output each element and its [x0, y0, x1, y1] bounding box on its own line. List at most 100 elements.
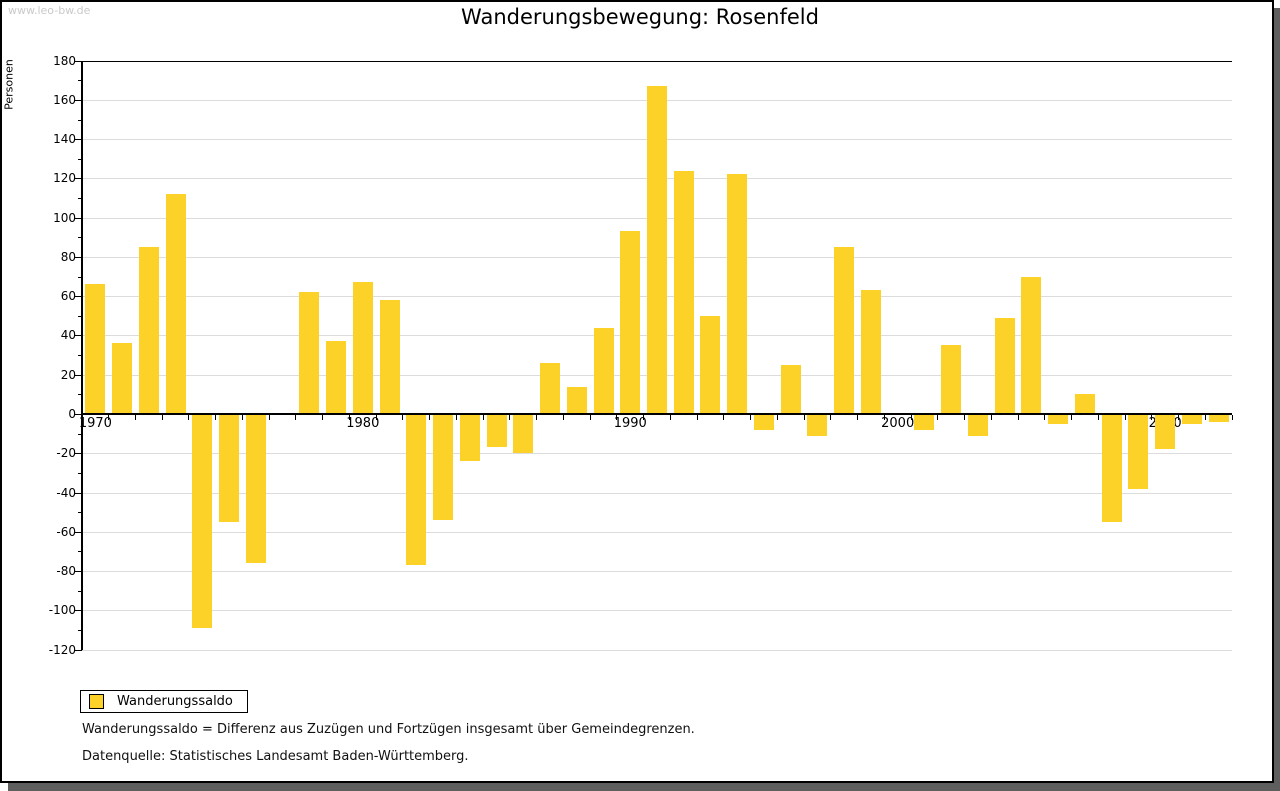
- legend-label: Wanderungssaldo: [117, 694, 233, 709]
- bar-1970: [85, 284, 106, 414]
- bar-1988: [566, 386, 587, 414]
- x-axis-tick: [589, 415, 591, 420]
- y-axis-tick: [75, 492, 82, 494]
- y-axis-tick: [75, 217, 82, 219]
- x-axis-tick: [910, 415, 912, 420]
- x-axis-tick: [750, 415, 752, 420]
- x-axis-tick: [509, 415, 511, 420]
- y-axis-tick: [75, 60, 82, 62]
- bar-1990: [620, 231, 641, 414]
- gridline: [82, 649, 1232, 651]
- y-tick-label: 80: [60, 249, 76, 264]
- bar-2012: [1208, 414, 1229, 422]
- x-axis-tick: [1231, 415, 1233, 420]
- x-axis-line: [81, 413, 1232, 415]
- footnote-definition: Wanderungssaldo = Differenz aus Zuzügen …: [82, 722, 695, 737]
- x-axis-tick: [1071, 415, 1073, 420]
- bar-1980: [352, 282, 373, 414]
- y-tick-label: -120: [48, 642, 76, 657]
- plot-top-border: [82, 61, 1232, 62]
- bar-1985: [486, 414, 507, 448]
- x-axis-tick: [1097, 415, 1099, 420]
- x-tick-label-1970: 1970: [78, 416, 112, 431]
- y-axis-minor-tick: [78, 590, 82, 592]
- bar-1986: [513, 414, 534, 454]
- y-axis-tick: [75, 178, 82, 180]
- bar-2004: [994, 317, 1015, 414]
- bar-2006: [1048, 414, 1069, 424]
- y-axis-minor-tick: [78, 276, 82, 278]
- y-axis-tick: [75, 296, 82, 298]
- chart-title: Wanderungsbewegung: Rosenfeld: [461, 5, 819, 29]
- y-axis-tick: [75, 335, 82, 337]
- bar-1976: [245, 414, 266, 564]
- x-axis-tick: [134, 415, 136, 420]
- x-axis-tick: [1017, 415, 1019, 420]
- bar-1975: [219, 414, 240, 522]
- x-axis-tick: [322, 415, 324, 420]
- x-axis-tick: [696, 415, 698, 420]
- y-axis-tick: [75, 531, 82, 533]
- x-axis-tick: [830, 415, 832, 420]
- x-axis-tick: [241, 415, 243, 420]
- y-axis-tick: [75, 649, 82, 651]
- y-axis-label: Personen: [2, 59, 16, 110]
- bar-1995: [753, 414, 774, 430]
- gridline: [82, 453, 1232, 455]
- y-tick-label: 120: [53, 171, 76, 186]
- frame-shadow-bottom: [8, 783, 1280, 791]
- x-axis-tick: [429, 415, 431, 420]
- x-axis-tick: [616, 415, 618, 420]
- y-axis-minor-tick: [78, 433, 82, 435]
- bar-2007: [1074, 394, 1095, 414]
- x-axis-tick: [883, 415, 885, 420]
- y-axis-tick: [75, 414, 82, 415]
- bar-2011: [1181, 414, 1202, 424]
- y-axis-tick: [75, 571, 82, 573]
- bar-1999: [860, 290, 881, 414]
- footnote-source: Datenquelle: Statistisches Landesamt Bad…: [82, 749, 469, 764]
- watermark: www.leo-bw.de: [8, 4, 91, 17]
- x-axis-tick: [455, 415, 457, 420]
- y-axis-minor-tick: [78, 315, 82, 317]
- y-axis-minor-tick: [78, 472, 82, 474]
- bar-1998: [834, 247, 855, 414]
- x-axis-tick: [723, 415, 725, 420]
- bar-1994: [727, 174, 748, 414]
- y-tick-label: 60: [60, 289, 76, 304]
- x-axis-tick: [482, 415, 484, 420]
- bar-1989: [593, 327, 614, 414]
- y-tick-label: 20: [60, 367, 76, 382]
- x-axis-tick: [643, 415, 645, 420]
- y-axis-minor-tick: [78, 237, 82, 239]
- bar-2001: [914, 414, 935, 430]
- x-axis-tick: [268, 415, 270, 420]
- y-axis-tick: [75, 256, 82, 258]
- x-axis-tick: [937, 415, 939, 420]
- x-axis-tick: [375, 415, 377, 420]
- y-tick-label: -100: [48, 603, 76, 618]
- y-axis-minor-tick: [78, 119, 82, 121]
- y-axis-minor-tick: [78, 551, 82, 553]
- x-axis-tick: [669, 415, 671, 420]
- y-axis-tick: [75, 610, 82, 612]
- y-axis-minor-tick: [78, 198, 82, 200]
- x-axis-tick: [108, 415, 110, 420]
- bar-2009: [1128, 414, 1149, 489]
- y-axis-minor-tick: [78, 629, 82, 631]
- bar-1991: [647, 86, 667, 414]
- x-axis-tick: [990, 415, 992, 420]
- y-axis-tick: [75, 374, 82, 376]
- x-tick-label-2000: 2000: [881, 416, 915, 431]
- bar-1997: [807, 414, 828, 436]
- x-axis-tick: [161, 415, 163, 420]
- y-axis-minor-tick: [78, 394, 82, 396]
- y-axis-tick: [75, 99, 82, 101]
- legend: Wanderungssaldo: [80, 690, 248, 713]
- x-axis-tick: [776, 415, 778, 420]
- bar-1984: [459, 414, 480, 462]
- bar-1974: [192, 414, 213, 628]
- x-axis-tick: [81, 415, 83, 420]
- gridline: [82, 571, 1232, 573]
